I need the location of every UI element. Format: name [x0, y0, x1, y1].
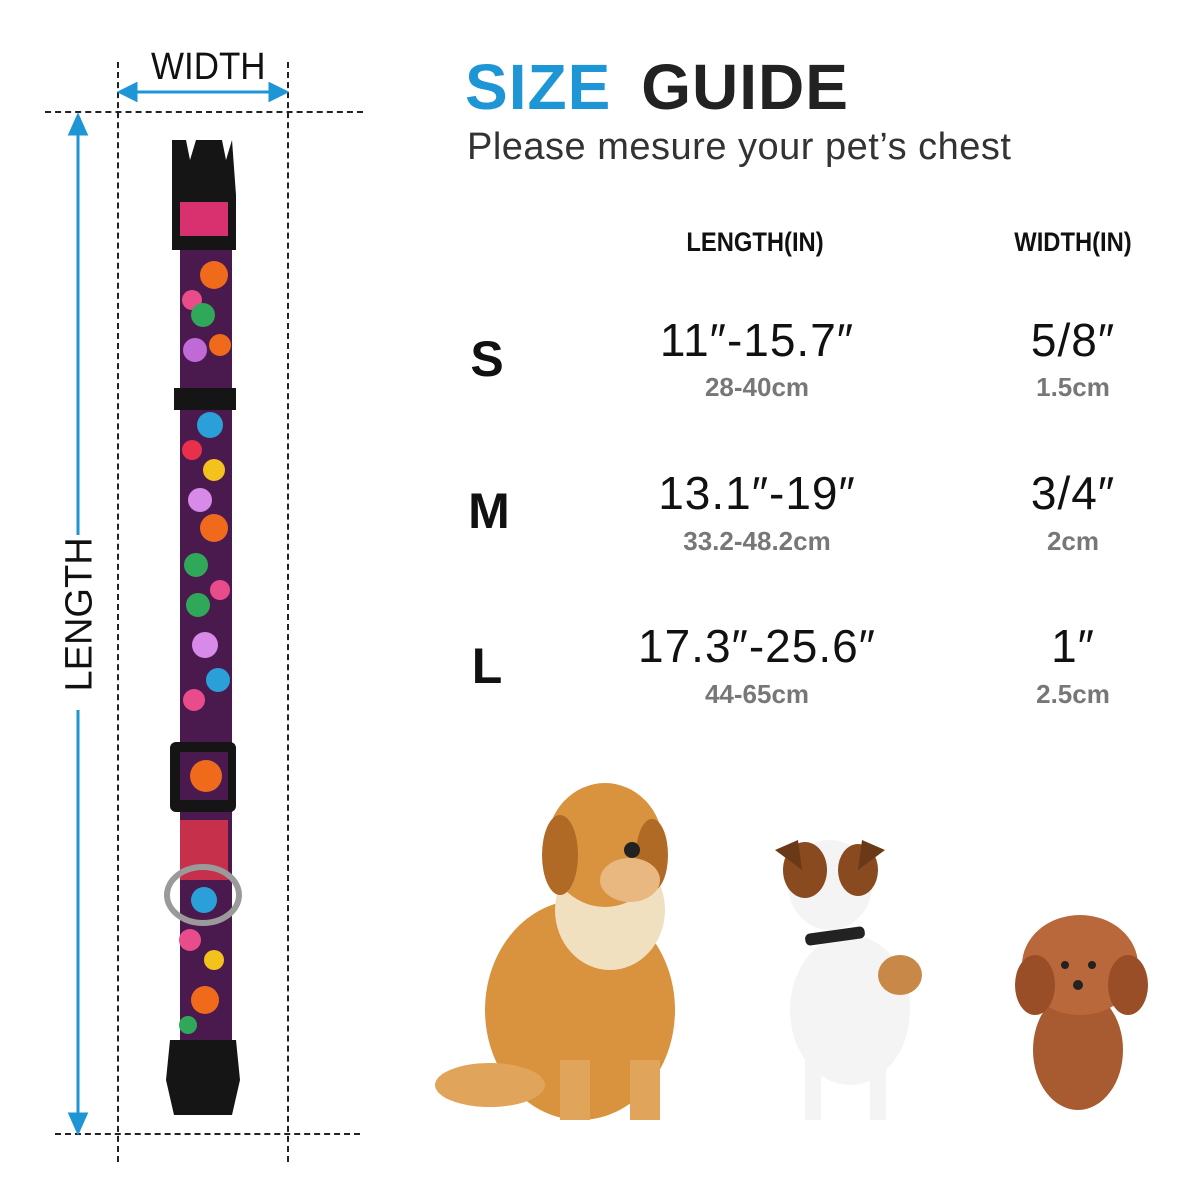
guide-line-left [117, 62, 119, 1162]
flower-pattern [179, 261, 231, 1034]
collar-illustration [164, 140, 242, 1115]
golden-retriever-image [435, 783, 675, 1120]
length-arrowhead-bottom [67, 1112, 89, 1136]
d-ring [164, 864, 242, 926]
size-label: S [470, 331, 504, 387]
width-inches: 3/4″ [1030, 467, 1116, 519]
guide-line-top [45, 111, 363, 113]
buckle-bottom [166, 1040, 240, 1115]
subtitle: Please mesure your pet’s chest [467, 126, 1012, 168]
measurement-arrows [67, 81, 290, 1136]
length-cm: 28-40cm [704, 372, 810, 402]
title-main: GUIDE [641, 51, 849, 123]
length-arrowhead-top [67, 112, 89, 136]
page-title: SIZE GUIDE [465, 50, 849, 124]
poodle-image [1015, 915, 1148, 1110]
length-inches: 11″-15.7″ [659, 314, 855, 366]
width-inches: 5/8″ [1030, 314, 1116, 366]
width-arrowhead-left [116, 81, 138, 103]
width-label: WIDTH [150, 46, 266, 88]
width-cm: 2.5cm [1036, 679, 1110, 709]
length-cm: 33.2-48.2cm [683, 526, 831, 556]
length-cm: 44-65cm [704, 679, 810, 709]
guide-line-right [287, 62, 289, 1162]
length-inches: 17.3″-25.6″ [638, 620, 876, 672]
guide-line-bottom [55, 1133, 360, 1135]
size-label: L [471, 638, 503, 694]
length-label: LENGTH [58, 537, 101, 692]
slider-top [174, 388, 236, 410]
length-inches: 13.1″-19″ [658, 467, 856, 519]
dog-photos [435, 783, 1148, 1120]
size-label: M [468, 483, 510, 539]
column-header-length: LENGTH(IN) [686, 227, 824, 257]
width-inches: 1″ [1051, 620, 1095, 672]
title-accent: SIZE [465, 51, 612, 123]
width-cm: 1.5cm [1036, 372, 1110, 402]
jack-russell-image [775, 840, 922, 1120]
column-header-width: WIDTH(IN) [1014, 227, 1132, 257]
width-arrowhead-right [268, 81, 290, 103]
width-cm: 2cm [1046, 526, 1100, 556]
